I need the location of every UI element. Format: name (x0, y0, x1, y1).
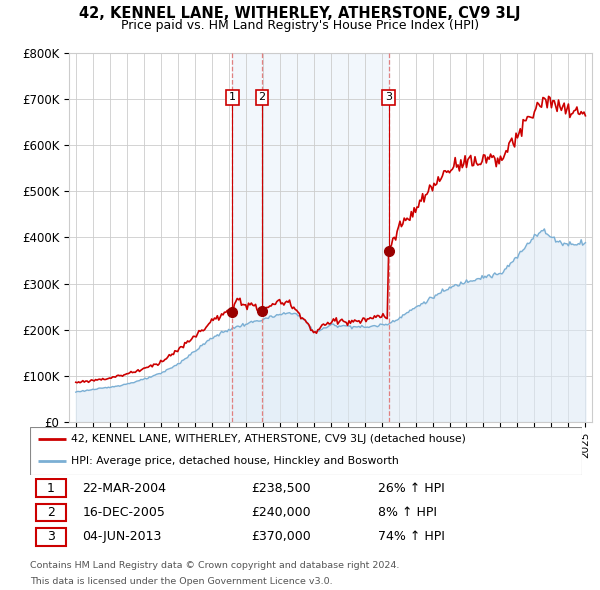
Bar (35, 528, 66, 546)
Text: 2: 2 (47, 506, 55, 519)
Text: 1: 1 (47, 482, 55, 495)
Text: 3: 3 (385, 93, 392, 102)
Text: Contains HM Land Registry data © Crown copyright and database right 2024.: Contains HM Land Registry data © Crown c… (30, 561, 400, 570)
Text: £238,500: £238,500 (251, 482, 310, 495)
Text: 22-MAR-2004: 22-MAR-2004 (82, 482, 166, 495)
Text: 74% ↑ HPI: 74% ↑ HPI (378, 530, 445, 543)
Text: This data is licensed under the Open Government Licence v3.0.: This data is licensed under the Open Gov… (30, 577, 332, 586)
Text: 42, KENNEL LANE, WITHERLEY, ATHERSTONE, CV9 3LJ (detached house): 42, KENNEL LANE, WITHERLEY, ATHERSTONE, … (71, 434, 466, 444)
Text: £240,000: £240,000 (251, 506, 310, 519)
Text: Price paid vs. HM Land Registry's House Price Index (HPI): Price paid vs. HM Land Registry's House … (121, 19, 479, 32)
Bar (232, 53, 389, 422)
Text: £370,000: £370,000 (251, 530, 311, 543)
Text: 1: 1 (229, 93, 236, 102)
Text: 04-JUN-2013: 04-JUN-2013 (82, 530, 162, 543)
Bar (35, 504, 66, 522)
Text: 42, KENNEL LANE, WITHERLEY, ATHERSTONE, CV9 3LJ: 42, KENNEL LANE, WITHERLEY, ATHERSTONE, … (79, 6, 521, 21)
Text: 2: 2 (259, 93, 266, 102)
Text: 16-DEC-2005: 16-DEC-2005 (82, 506, 166, 519)
Text: HPI: Average price, detached house, Hinckley and Bosworth: HPI: Average price, detached house, Hinc… (71, 457, 399, 467)
Text: 3: 3 (47, 530, 55, 543)
Bar (35, 480, 66, 497)
Text: 8% ↑ HPI: 8% ↑ HPI (378, 506, 437, 519)
Text: 26% ↑ HPI: 26% ↑ HPI (378, 482, 445, 495)
